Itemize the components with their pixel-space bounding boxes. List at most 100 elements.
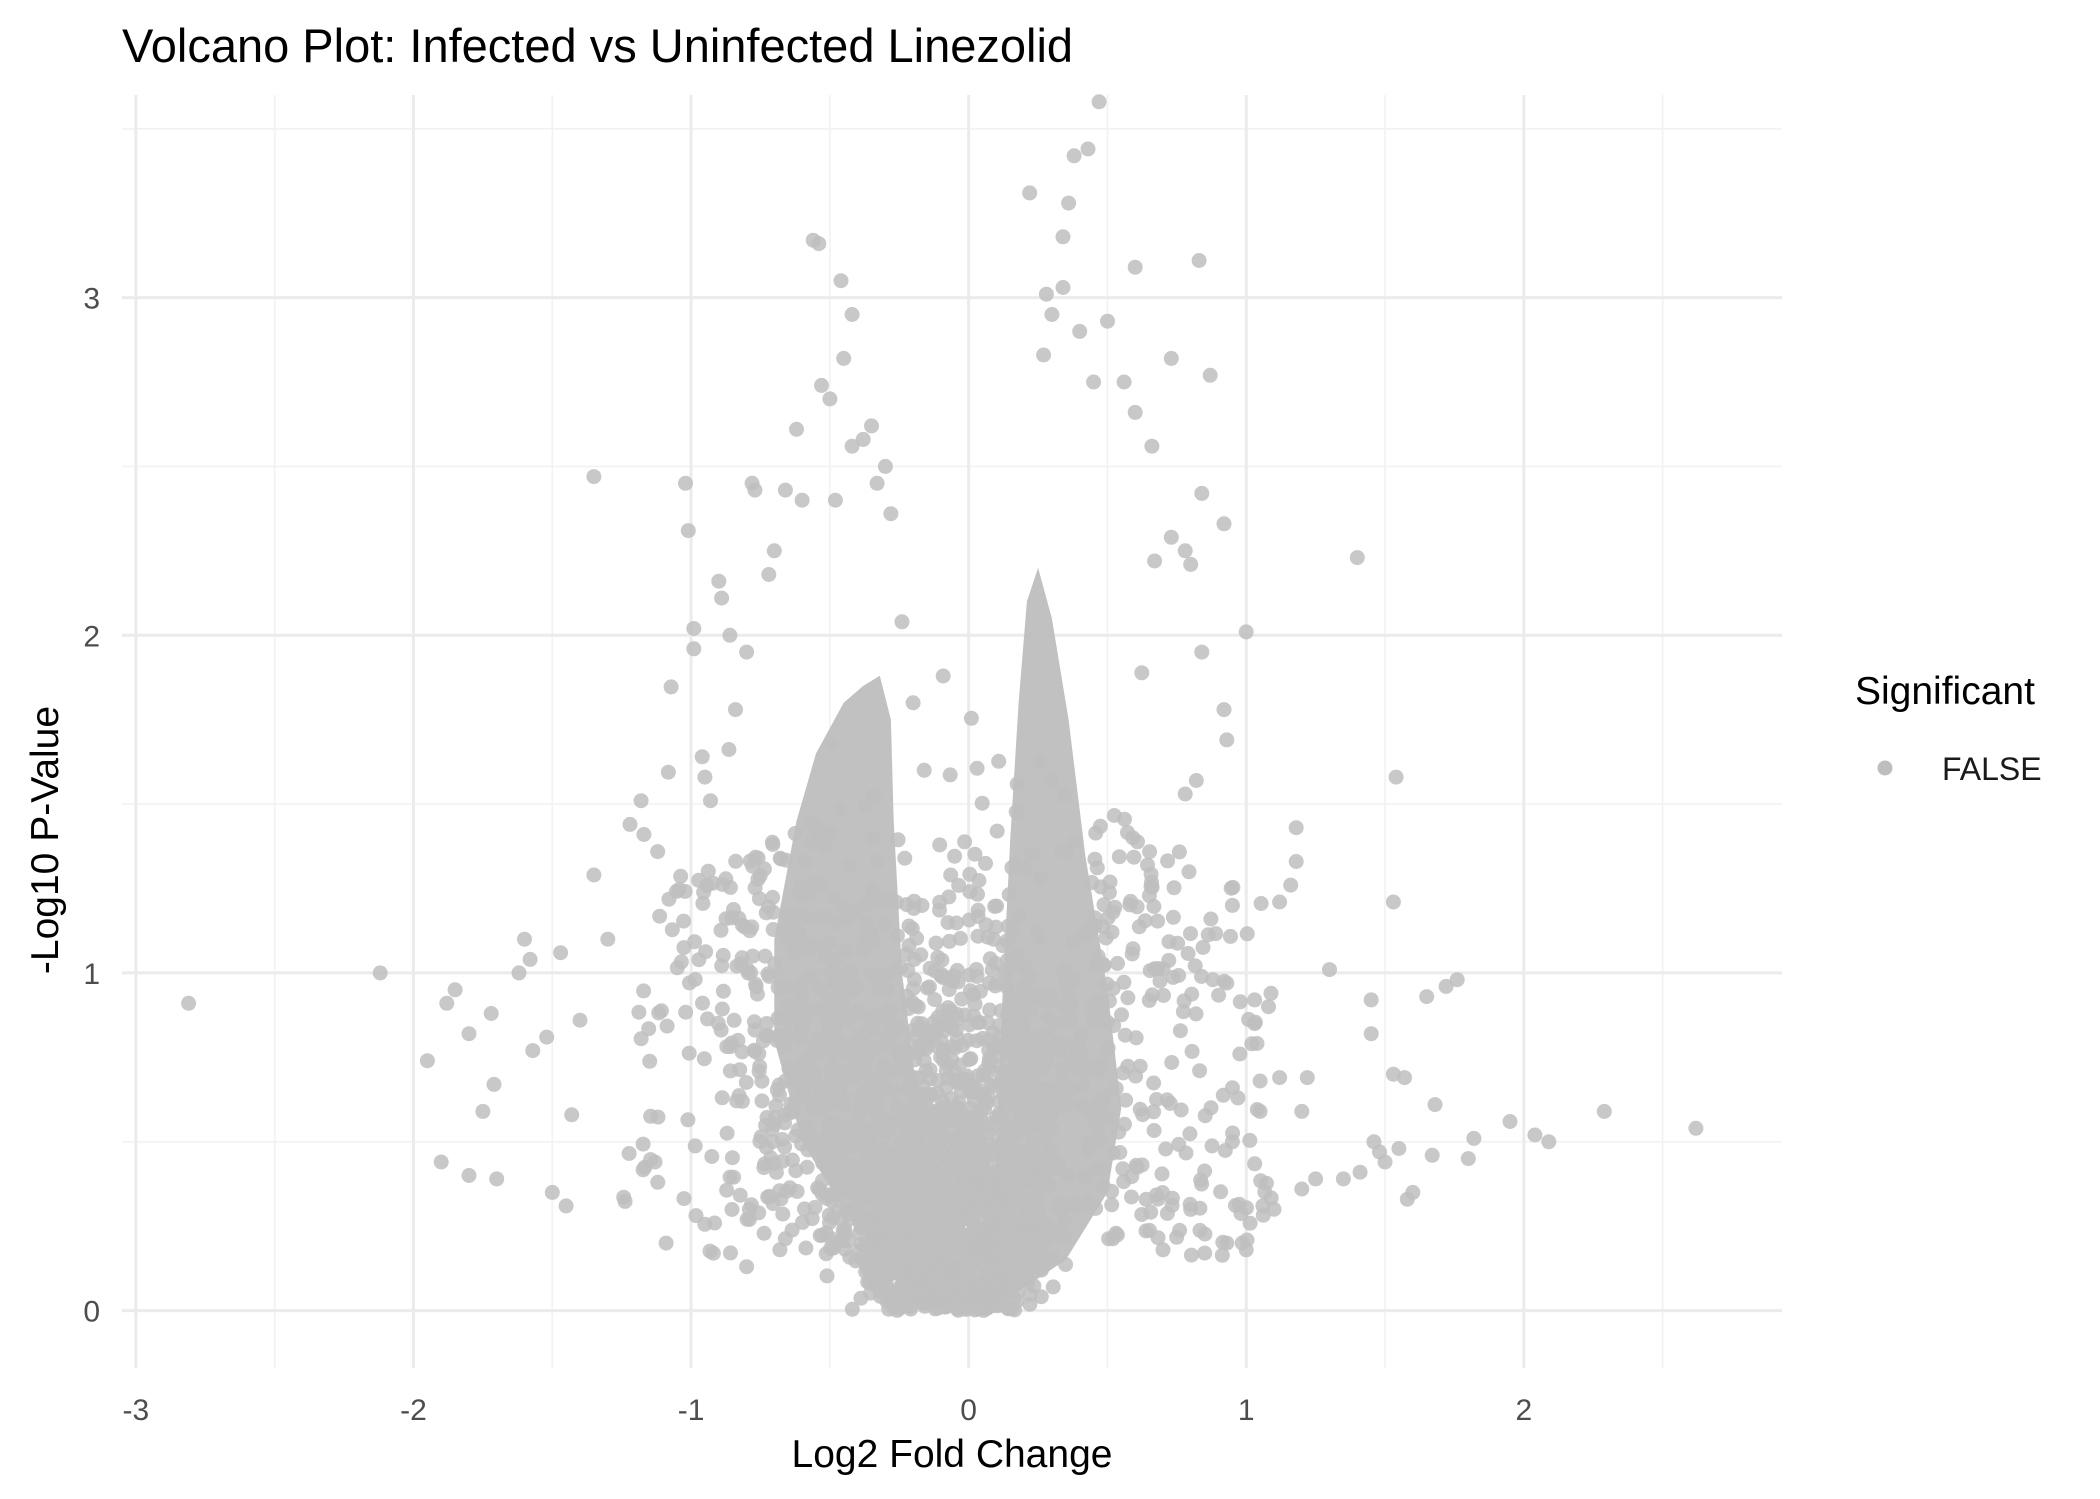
data-point	[1029, 924, 1045, 940]
data-point	[1204, 1138, 1220, 1154]
data-point	[673, 868, 689, 884]
data-point	[1171, 844, 1187, 860]
data-point	[1322, 962, 1337, 978]
data-point	[878, 1145, 894, 1161]
data-point	[832, 801, 848, 817]
data-point	[1060, 1168, 1076, 1183]
data-point	[447, 982, 463, 998]
data-point	[1017, 860, 1033, 876]
data-point	[993, 1250, 1009, 1266]
data-point	[695, 895, 711, 911]
data-point	[982, 1250, 998, 1266]
data-point	[787, 997, 803, 1013]
data-point	[970, 886, 985, 902]
data-point	[1466, 1130, 1482, 1146]
data-point	[833, 1149, 848, 1165]
data-point	[1080, 141, 1096, 157]
data-point	[977, 1063, 993, 1079]
data-point	[722, 1169, 738, 1185]
data-point	[1183, 1201, 1199, 1217]
data-point	[800, 1142, 816, 1158]
data-point	[1128, 1068, 1144, 1084]
data-point	[813, 876, 829, 892]
data-point	[1102, 874, 1118, 890]
data-point	[789, 421, 804, 437]
data-point	[968, 1127, 984, 1143]
data-point	[751, 1046, 767, 1062]
data-point	[1205, 972, 1221, 988]
data-point	[1068, 833, 1083, 849]
data-point	[511, 965, 527, 981]
data-point	[1129, 899, 1145, 915]
data-point	[1072, 323, 1088, 339]
data-point	[1087, 1112, 1103, 1128]
data-point	[844, 438, 860, 454]
data-point	[586, 469, 602, 485]
chart-title: Volcano Plot: Infected vs Uninfected Lin…	[122, 19, 1073, 72]
data-point	[1244, 1036, 1260, 1052]
data-point	[1188, 773, 1204, 788]
data-point	[821, 1020, 837, 1036]
data-point	[1272, 1070, 1288, 1086]
data-point	[772, 1242, 788, 1258]
data-point	[1066, 148, 1082, 164]
data-point	[813, 980, 829, 996]
data-point	[953, 1145, 969, 1161]
data-point	[858, 1135, 873, 1151]
data-point	[890, 1283, 906, 1299]
data-point	[1105, 904, 1121, 920]
data-point	[987, 898, 1003, 914]
data-point	[825, 889, 841, 905]
data-point	[1017, 959, 1033, 975]
data-point	[935, 668, 951, 684]
data-point	[1023, 1168, 1039, 1184]
data-point	[1120, 990, 1136, 1006]
data-point	[1032, 870, 1048, 886]
data-point	[775, 1206, 791, 1222]
data-point	[1024, 846, 1040, 862]
data-point	[1308, 1171, 1324, 1187]
data-point	[759, 1016, 775, 1031]
data-point	[814, 377, 829, 393]
data-point	[697, 769, 713, 785]
data-point	[887, 1198, 903, 1214]
data-point	[686, 641, 702, 657]
data-point	[906, 951, 922, 967]
data-point	[1027, 1044, 1043, 1059]
data-point	[994, 1110, 1010, 1126]
data-point	[1349, 550, 1365, 566]
data-point	[1149, 1187, 1164, 1203]
data-point	[1146, 1075, 1162, 1091]
data-point	[974, 1153, 990, 1169]
data-point	[805, 1102, 820, 1117]
data-point	[1219, 975, 1235, 991]
data-point	[898, 1139, 914, 1155]
data-point	[1223, 880, 1239, 896]
data-point	[741, 1211, 757, 1227]
data-point	[1163, 529, 1179, 545]
data-point	[1288, 854, 1304, 869]
data-point	[866, 787, 882, 803]
data-point	[1155, 1242, 1171, 1258]
data-point	[999, 1158, 1015, 1174]
data-point	[963, 1246, 979, 1261]
data-point	[1008, 1234, 1024, 1250]
data-point	[1166, 880, 1182, 896]
data-point	[1046, 1151, 1062, 1167]
data-point	[916, 1024, 932, 1040]
data-point	[949, 962, 965, 978]
data-point	[894, 614, 910, 630]
data-point	[1029, 1094, 1045, 1110]
data-point	[636, 983, 652, 999]
data-point	[1058, 1014, 1074, 1030]
data-point	[1177, 543, 1193, 559]
data-point	[765, 837, 781, 852]
data-point	[724, 1150, 740, 1166]
data-point	[867, 1247, 883, 1263]
data-point	[773, 851, 789, 867]
data-point	[787, 826, 803, 841]
data-point	[1044, 1249, 1060, 1265]
data-point	[1159, 1205, 1175, 1221]
data-point	[739, 1259, 755, 1275]
data-point	[921, 979, 937, 995]
